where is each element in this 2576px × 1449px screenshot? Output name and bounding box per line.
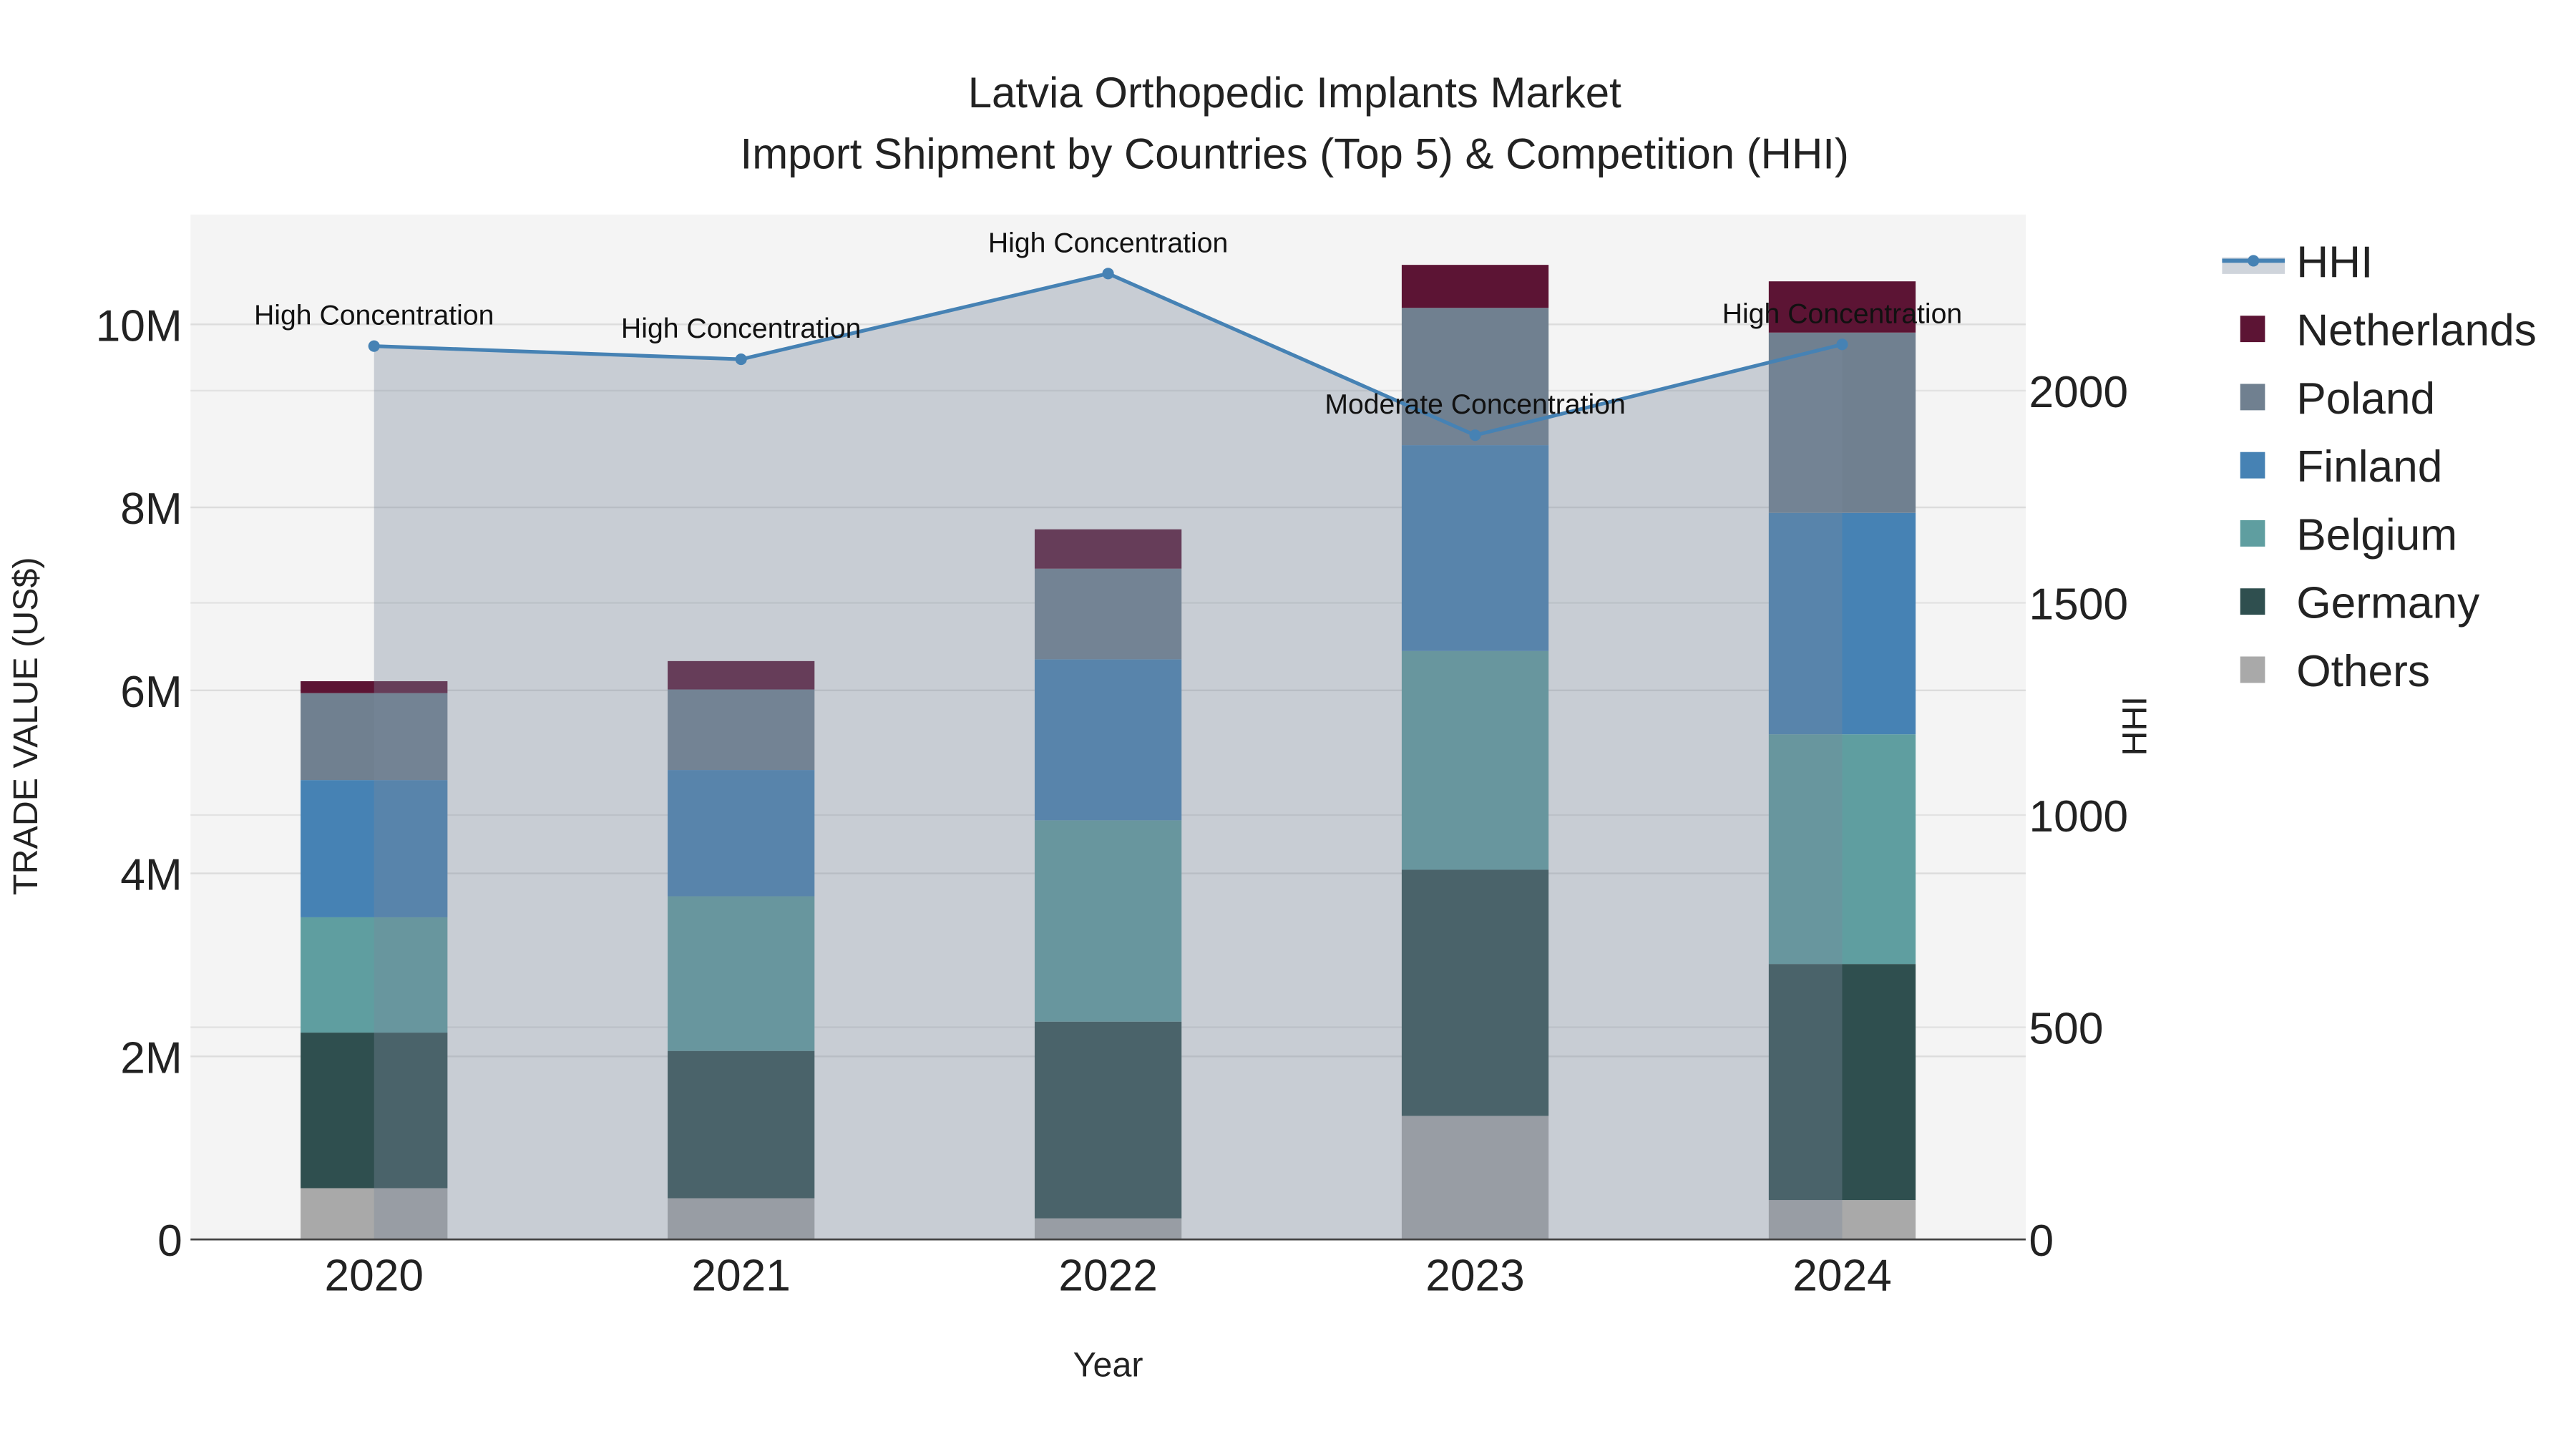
bar-belgium-2020 xyxy=(301,917,448,1033)
hhi-point-2021 xyxy=(735,353,747,366)
bar-finland-2022 xyxy=(1034,659,1182,821)
x-tick-label: 2022 xyxy=(1058,1252,1158,1301)
bar-netherlands-2022 xyxy=(1034,529,1182,569)
legend-label: Belgium xyxy=(2296,510,2457,560)
legend-swatch xyxy=(2240,656,2265,683)
bar-germany-2022 xyxy=(1034,1021,1182,1219)
hhi-point-2024 xyxy=(1836,338,1848,351)
x-tick-label: 2020 xyxy=(324,1252,424,1301)
bar-poland-2020 xyxy=(301,693,448,781)
x-axis-ticks: 2020 2021 2022 2023 2024 xyxy=(324,1252,1891,1301)
hhi-annotation: High Concentration xyxy=(1722,298,1962,329)
legend: HHI Netherlands Poland Finland Belgium German… xyxy=(2222,238,2537,696)
legend-swatch xyxy=(2240,588,2265,615)
bar-netherlands-2024 xyxy=(1768,281,1916,333)
bar-finland-2024 xyxy=(1768,512,1916,735)
legend-swatch xyxy=(2240,384,2265,411)
legend-label: Others xyxy=(2296,647,2430,696)
bar-finland-2023 xyxy=(1401,445,1549,651)
bar-germany-2021 xyxy=(668,1050,815,1199)
y-tick-label: 10M xyxy=(96,301,182,351)
legend-label: Finland xyxy=(2296,442,2442,492)
x-tick-label: 2023 xyxy=(1425,1252,1525,1301)
bar-germany-2023 xyxy=(1401,869,1549,1116)
y-axis-label: TRADE VALUE (US$) xyxy=(6,557,45,895)
legend-item-poland[interactable]: Poland xyxy=(2240,374,2435,424)
legend-item-germany[interactable]: Germany xyxy=(2240,579,2480,628)
y2-tick-label: 2000 xyxy=(2029,368,2129,417)
bar-poland-2022 xyxy=(1034,568,1182,660)
bar-belgium-2021 xyxy=(668,896,815,1051)
y2-tick-label: 500 xyxy=(2029,1005,2104,1054)
bar-germany-2024 xyxy=(1768,964,1916,1201)
legend-label: HHI xyxy=(2296,238,2373,287)
legend-label: Netherlands xyxy=(2296,306,2537,356)
hhi-point-2023 xyxy=(1469,429,1481,441)
bar-germany-2020 xyxy=(301,1033,448,1189)
hhi-point-2020 xyxy=(368,340,380,352)
bar-poland-2021 xyxy=(668,689,815,771)
legend-item-netherlands[interactable]: Netherlands xyxy=(2240,306,2537,356)
bar-others-2023 xyxy=(1401,1116,1549,1240)
legend-item-finland[interactable]: Finland xyxy=(2240,442,2443,492)
bars xyxy=(301,265,1916,1240)
bar-others-2020 xyxy=(301,1188,448,1240)
bar-belgium-2023 xyxy=(1401,650,1549,870)
bar-finland-2020 xyxy=(301,780,448,917)
bar-finland-2021 xyxy=(668,770,815,897)
x-axis-label: Year xyxy=(1073,1346,1143,1385)
x-tick-label: 2024 xyxy=(1792,1252,1892,1301)
hhi-annotation: High Concentration xyxy=(988,228,1228,258)
y2-axis-label: HHI xyxy=(2115,696,2154,756)
bar-others-2022 xyxy=(1034,1218,1182,1240)
legend-label: Poland xyxy=(2296,374,2435,424)
bar-belgium-2024 xyxy=(1768,734,1916,965)
legend-swatch xyxy=(2240,316,2265,343)
y-tick-label: 4M xyxy=(120,851,182,900)
legend-marker xyxy=(2248,255,2260,267)
y-tick-label: 2M xyxy=(120,1033,182,1083)
bar-others-2024 xyxy=(1768,1200,1916,1240)
bar-netherlands-2023 xyxy=(1401,265,1549,308)
chart-title: Latvia Orthopedic Implants Market xyxy=(968,69,1621,117)
y2-tick-label: 0 xyxy=(2029,1216,2054,1266)
legend-item-others[interactable]: Others xyxy=(2240,647,2430,696)
bar-belgium-2022 xyxy=(1034,820,1182,1022)
y-tick-label: 8M xyxy=(120,484,182,534)
hhi-annotation: Moderate Concentration xyxy=(1324,389,1625,420)
y-tick-label: 0 xyxy=(157,1216,182,1266)
legend-swatch xyxy=(2240,519,2265,547)
hhi-annotation: High Concentration xyxy=(621,313,861,344)
y2-tick-label: 1000 xyxy=(2029,792,2129,841)
bar-poland-2024 xyxy=(1768,332,1916,513)
bar-netherlands-2020 xyxy=(301,681,448,693)
bar-netherlands-2021 xyxy=(668,660,815,690)
x-tick-label: 2021 xyxy=(691,1252,791,1301)
bar-others-2021 xyxy=(668,1198,815,1240)
y2-axis-ticks: 0 500 1000 1500 2000 xyxy=(2029,368,2129,1266)
legend-item-belgium[interactable]: Belgium xyxy=(2240,510,2457,560)
legend-swatch xyxy=(2240,452,2265,479)
hhi-area xyxy=(374,273,1843,1240)
legend-label: Germany xyxy=(2296,579,2480,628)
hhi-layer: High Concentration High Concentration High… xyxy=(254,228,1962,1240)
hhi-annotation: High Concentration xyxy=(254,301,494,331)
legend-item-hhi[interactable]: HHI xyxy=(2222,238,2373,287)
y2-tick-label: 1500 xyxy=(2029,580,2129,630)
hhi-point-2022 xyxy=(1102,268,1114,280)
chart-subtitle: Import Shipment by Countries (Top 5) & C… xyxy=(741,130,1849,177)
y-axis-ticks: 0 2M 4M 6M 8M 10M xyxy=(96,301,182,1266)
y-tick-label: 6M xyxy=(120,668,182,717)
